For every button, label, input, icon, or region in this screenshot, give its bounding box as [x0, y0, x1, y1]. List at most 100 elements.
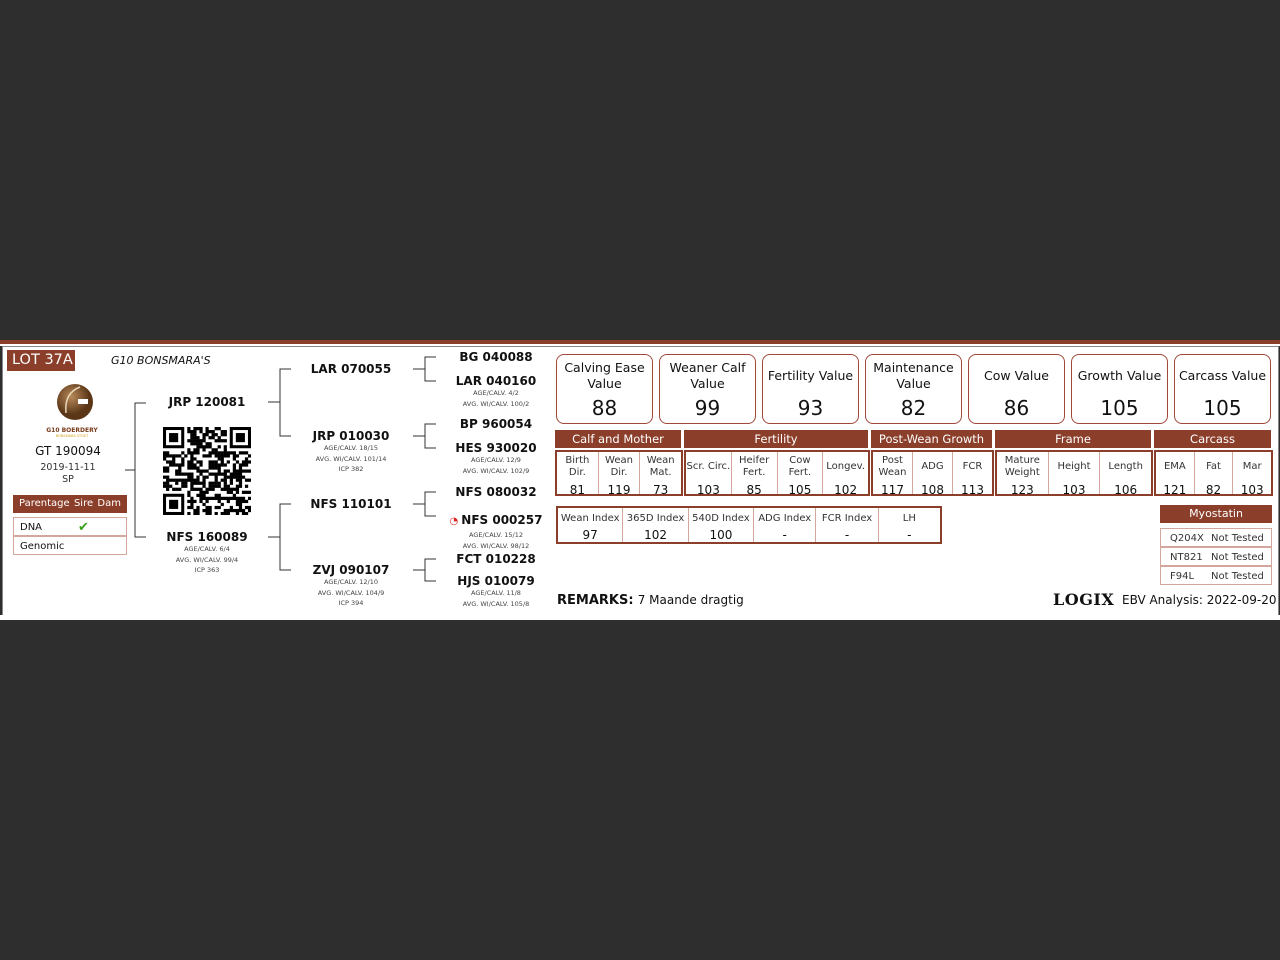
- index-cell: 540D Index 100: [689, 508, 755, 542]
- ebv-label: ADG: [921, 461, 944, 472]
- row-label: Genomic: [20, 541, 65, 552]
- gene-name: F94L: [1170, 571, 1195, 582]
- grandparent: JRP 010030 AGE/CALV. 18/15 AVG. WI/CALV. 1…: [291, 429, 411, 475]
- grandparent-info: AGE/CALV. 12/10: [323, 578, 379, 586]
- ebv-group-table: EMA 121 Fat 82 Mar 103: [1154, 450, 1273, 497]
- value-number: 93: [797, 396, 824, 420]
- ebv-label: Fat: [1206, 461, 1221, 472]
- index-cell: Wean Index 97: [558, 508, 624, 542]
- great-grandparent-id: NFS 080032: [455, 485, 537, 499]
- ebv-analysis-date: EBV Analysis: 2022-09-20: [1122, 593, 1277, 607]
- great-grandparent: BG 040088: [436, 350, 556, 364]
- ebv-value: 81: [569, 483, 585, 497]
- value-number: 99: [694, 396, 721, 420]
- birth-date: 2019-11-11: [40, 462, 96, 473]
- value-box: Growth Value 105: [1071, 354, 1168, 424]
- gene-status: Not Tested: [1211, 571, 1264, 582]
- row-label: DNA: [20, 522, 43, 533]
- ebv-group-header: Fertility: [684, 430, 868, 448]
- ebv-cell: Heifer Fert. 85: [732, 452, 778, 497]
- ebv-group-table: Post Wean 117 ADG 108 FCR 113: [871, 450, 994, 497]
- ebv-label: Longev.: [826, 461, 865, 472]
- sire-label: Sire: [73, 498, 94, 509]
- great-grandparent: BP 960054: [436, 417, 556, 431]
- value-box: Weaner Calf Value 99: [659, 354, 756, 424]
- value-number: 105: [1203, 396, 1242, 420]
- check-icon: ✔: [78, 520, 89, 535]
- value-title: Growth Value: [1077, 368, 1162, 383]
- bull-logo-icon: [57, 384, 93, 420]
- gene-name: Q204X: [1170, 533, 1204, 544]
- value-title: Cow Value: [984, 368, 1049, 383]
- ebv-value: 102: [834, 483, 858, 497]
- ebv-value: 123: [1010, 483, 1034, 497]
- ebv-group-table: Scr. Circ. 103 Heifer Fert. 85 Cow Fert. 105 L…: [684, 450, 870, 497]
- ebv-group-header: Frame: [995, 430, 1151, 448]
- ebv-cell: Scr. Circ. 103: [686, 452, 732, 497]
- index-value: -: [907, 528, 912, 542]
- index-cell: LH -: [879, 508, 940, 543]
- grandparent: LAR 070055: [291, 362, 411, 376]
- index-value: 100: [709, 528, 733, 542]
- logix-logo: LOGIX: [1053, 590, 1115, 609]
- ebv-cell: ADG 108: [913, 452, 953, 497]
- index-value: 97: [582, 528, 598, 542]
- great-grandparent-info: AVG. WI/CALV. 105/8: [462, 599, 530, 608]
- value-title: Calving Ease Value: [564, 360, 645, 391]
- ebv-label: Post Wean: [878, 455, 907, 478]
- ebv-label: Wean Mat.: [646, 455, 675, 478]
- value-box: Carcass Value 105: [1174, 354, 1271, 424]
- value-title: Fertility Value: [767, 368, 854, 383]
- divider: [0, 615, 1280, 620]
- great-grandparent-id: HES 930020: [455, 441, 537, 455]
- farm-logo: G10 BOERDERY BONSMARA STOET: [40, 383, 104, 439]
- ebv-group-table: Birth Dir. 81 Wean Dir. 119 Wean Mat. 73: [555, 450, 683, 497]
- index-cell: FCR Index -: [816, 508, 879, 542]
- index-label: 365D Index: [626, 512, 685, 524]
- ebv-cell: EMA 121: [1156, 452, 1195, 497]
- remarks: REMARKS: 7 Maande dragtig: [557, 593, 744, 608]
- dam-block: NFS 160089 AGE/CALV. 6/4 AVG. WI/CALV. 9…: [147, 530, 267, 576]
- ebv-label: Mar: [1242, 461, 1262, 472]
- gene-status: Not Tested: [1211, 533, 1264, 544]
- logo-name: G10 BOERDERY: [46, 427, 98, 434]
- dam-info: AVG. WI/CALV. 99/4: [175, 555, 239, 564]
- index-value: -: [782, 528, 787, 542]
- ebv-label: EMA: [1163, 461, 1186, 472]
- great-grandparent-info: AGE/CALV. 12/9: [471, 456, 521, 464]
- ebv-value: 85: [746, 483, 762, 497]
- myostatin-row: F94L Not Tested: [1160, 566, 1272, 585]
- value-box: Calving Ease Value 88: [556, 354, 653, 424]
- great-grandparent-info: AGE/CALV. 4/2: [473, 389, 519, 397]
- ebv-value: 113: [961, 483, 984, 497]
- value-title: Carcass Value: [1178, 368, 1267, 383]
- great-grandparent-id: NFS 000257: [461, 513, 543, 527]
- great-grandparent-info: AGE/CALV. 15/12: [468, 531, 524, 539]
- myostatin-row: NT821 Not Tested: [1160, 547, 1272, 566]
- qr-code[interactable]: [163, 427, 251, 515]
- great-grandparent: HES 930020 AGE/CALV. 12/9 AVG. WI/CALV. 10…: [436, 441, 556, 476]
- ebv-cell: Length 106: [1100, 452, 1151, 497]
- parentage-header: Parentage Sire Dam: [13, 495, 127, 513]
- genomic-tested-icon: ◔: [449, 516, 459, 527]
- ebv-cell: Height 103: [1049, 452, 1101, 497]
- index-label: LH: [902, 512, 916, 524]
- index-cell: 365D Index 102: [623, 508, 689, 542]
- myostatin-row: Q204X Not Tested: [1160, 528, 1272, 547]
- ebv-cell: Mar 103: [1233, 452, 1271, 497]
- animal-code: SP: [62, 474, 74, 485]
- ebv-group-header: Post-Wean Growth: [871, 430, 992, 448]
- value-number: 88: [591, 396, 618, 420]
- index-label: Wean Index: [560, 512, 620, 524]
- gene-status: Not Tested: [1211, 552, 1264, 563]
- ebv-group-table: Mature Weight 123 Height 103 Length 106: [995, 450, 1153, 497]
- ebv-label: Length: [1108, 461, 1143, 472]
- farm-title: G10 BONSMARA'S: [111, 354, 211, 367]
- index-label: FCR Index: [821, 512, 873, 524]
- grandparent-id: LAR 070055: [310, 362, 392, 376]
- value-box: Fertility Value 93: [762, 354, 859, 424]
- index-label: 540D Index: [692, 512, 750, 524]
- grandparent-info: ICP 394: [338, 599, 364, 607]
- grandparent-info: AVG. WI/CALV. 104/9: [317, 588, 385, 597]
- great-grandparent-id: FCT 010228: [456, 552, 536, 566]
